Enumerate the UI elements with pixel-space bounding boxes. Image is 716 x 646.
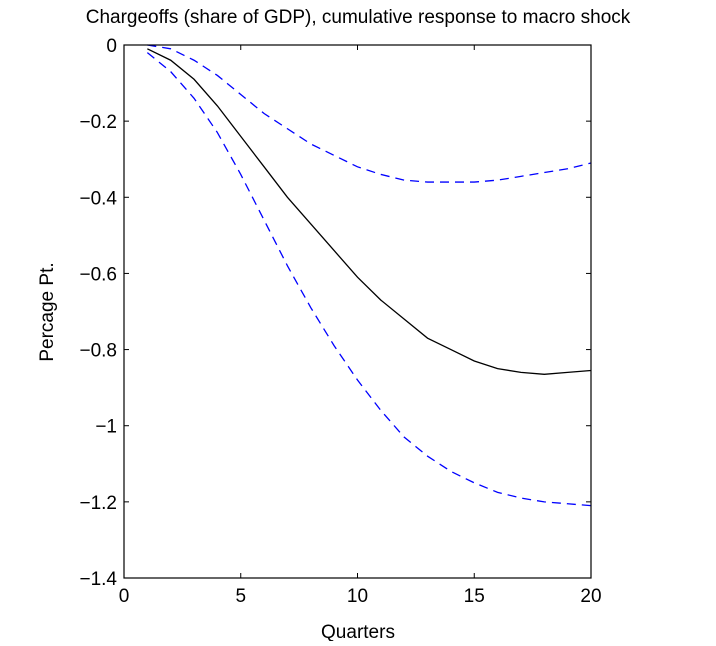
series-line-lower-band — [146, 52, 592, 507]
x-tick-label: 10 — [347, 586, 368, 607]
y-tick-label: −1 — [95, 417, 117, 438]
plot-background — [124, 45, 591, 578]
y-tick-label: −1.2 — [79, 493, 117, 514]
series-line-upper-band — [147, 44, 592, 183]
chart-title: Chargeoffs (share of GDP), cumulative re… — [86, 7, 631, 28]
y-tick-label: 0 — [106, 36, 117, 57]
y-tick-label: −0.4 — [79, 188, 117, 209]
y-axis-label: Percage Pt. — [37, 262, 58, 361]
y-tick-label: −0.6 — [79, 264, 117, 285]
x-tick-label: 5 — [235, 586, 246, 607]
x-axis-label: Quarters — [321, 622, 395, 641]
series-group — [146, 44, 592, 507]
x-tick-label: 0 — [119, 586, 130, 607]
axes-group: 0 5 10 15 20 0 −0.2 −0.4 −0.6 −0.8 −1 −1.2 −1.4 — [79, 36, 601, 607]
plot-area — [124, 45, 591, 578]
series-line-point-estimate — [147, 48, 592, 375]
x-tick-label: 15 — [464, 586, 485, 607]
y-tick-label: −0.2 — [79, 112, 117, 133]
x-tick-label: 20 — [580, 586, 601, 607]
y-tick-label: −0.8 — [79, 341, 117, 362]
y-tick-label: −1.4 — [79, 569, 117, 590]
